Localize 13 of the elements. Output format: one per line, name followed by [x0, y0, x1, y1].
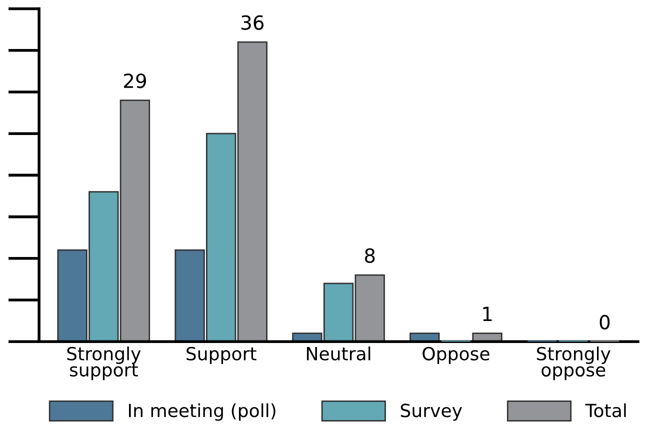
x-tick-label: Neutral: [306, 346, 370, 360]
x-tick-label: Strongly support: [67, 346, 141, 380]
legend-label: In meeting (poll): [129, 403, 276, 421]
x-tick-label: Strongly oppose: [536, 346, 610, 380]
legend-label: Total: [585, 403, 626, 418]
data-label: 1: [483, 306, 492, 321]
x-tick-label: Support: [186, 346, 256, 364]
data-label: 36: [242, 15, 264, 30]
x-tick-label: Oppose: [422, 346, 490, 364]
data-label: 29: [124, 73, 146, 88]
data-label: 0: [600, 314, 610, 330]
data-label: 8: [364, 248, 375, 263]
legend-label: Survey: [400, 404, 462, 421]
